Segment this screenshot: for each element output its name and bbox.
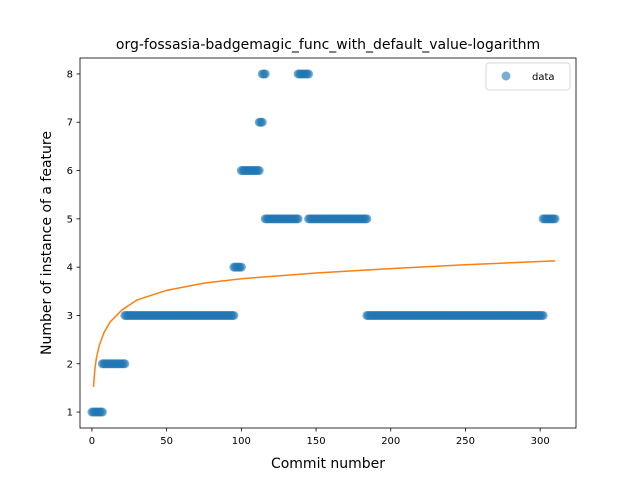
data-point-7 — [97, 407, 107, 417]
y-tick-label: 7 — [67, 118, 73, 129]
data-point-97 — [229, 310, 239, 320]
x-tick-label: 300 — [531, 436, 550, 447]
y-tick-label: 6 — [67, 166, 73, 177]
data-point-312 — [538, 310, 548, 320]
x-tick-label: 50 — [160, 436, 173, 447]
legend-marker — [501, 71, 511, 81]
legend: data — [485, 62, 571, 91]
y-axis-ticks: 1 2 3 4 5 6 7 8 — [67, 69, 80, 419]
y-tick-label: 2 — [67, 359, 73, 370]
y-tick-label: 1 — [67, 408, 73, 419]
y-tick-label: 4 — [67, 263, 73, 274]
data-point-119 — [257, 117, 267, 127]
y-tick-label: 5 — [67, 214, 73, 225]
data-point-116 — [254, 166, 264, 176]
data-point-145 — [293, 214, 303, 224]
data-point-321 — [550, 214, 560, 224]
y-tick-label: 8 — [67, 69, 73, 80]
legend-entry-data: data — [532, 72, 555, 83]
x-tick-label: 200 — [381, 436, 400, 447]
x-tick-label: 150 — [307, 436, 326, 447]
fit-line-path — [92, 260, 556, 388]
data-point-193 — [362, 214, 372, 224]
data-points — [87, 69, 560, 417]
x-tick-label: 100 — [232, 436, 251, 447]
data-point-103 — [236, 262, 246, 272]
data-point-122 — [260, 69, 270, 79]
fit-line — [92, 260, 556, 388]
y-tick-label: 3 — [67, 311, 73, 322]
x-axis-label: Commit number — [271, 456, 385, 472]
x-tick-label: 250 — [456, 436, 475, 447]
data-point-23 — [120, 359, 130, 369]
legend-box — [485, 62, 571, 91]
x-axis-ticks: 0 50 100 150 200 250 300 — [89, 428, 550, 447]
data-point-153 — [304, 69, 314, 79]
y-axis-label: Number of instance of a feature — [39, 131, 55, 355]
x-tick-label: 0 — [89, 436, 95, 447]
chart-title: org-fossasia-badgemagic_func_with_defaul… — [116, 37, 540, 53]
plot-frame — [79, 57, 577, 429]
